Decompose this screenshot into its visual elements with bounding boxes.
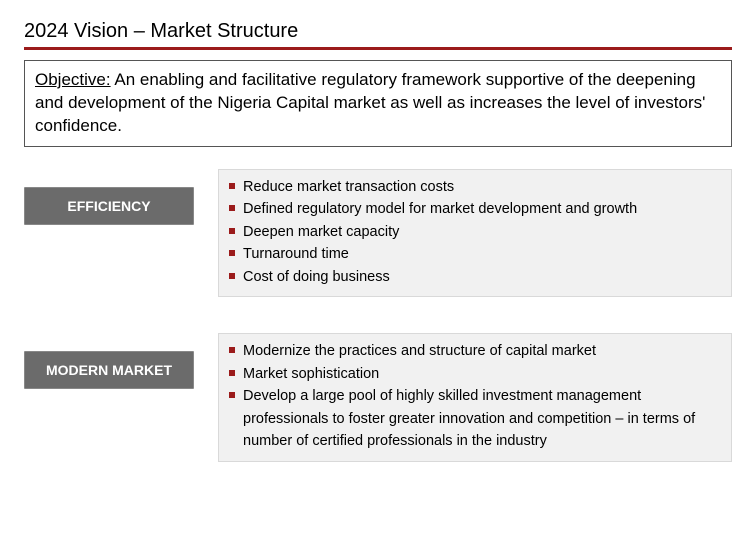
objective-box: Objective: An enabling and facilitative …: [24, 60, 732, 147]
slide-container: 2024 Vision – Market Structure Objective…: [0, 0, 756, 540]
list-item: Market sophistication: [229, 363, 721, 385]
list-item: Reduce market transaction costs: [229, 176, 721, 198]
list-item: Cost of doing business: [229, 266, 721, 288]
list-item: Modernize the practices and structure of…: [229, 340, 721, 362]
list-item: Turnaround time: [229, 243, 721, 265]
list-item: Develop a large pool of highly skilled i…: [229, 385, 721, 452]
pillar-modern-market: MODERN MARKET: [24, 351, 194, 389]
objective-label: Objective:: [35, 70, 111, 89]
objective-text: An enabling and facilitative regulatory …: [35, 70, 705, 135]
bullets-efficiency: Reduce market transaction costs Defined …: [218, 169, 732, 297]
section-modern-market: MODERN MARKET Modernize the practices an…: [24, 333, 732, 461]
slide-title: 2024 Vision – Market Structure: [24, 20, 732, 50]
pillar-efficiency: EFFICIENCY: [24, 187, 194, 225]
bullets-modern-market: Modernize the practices and structure of…: [218, 333, 732, 461]
section-efficiency: EFFICIENCY Reduce market transaction cos…: [24, 169, 732, 297]
list-item: Deepen market capacity: [229, 221, 721, 243]
list-item: Defined regulatory model for market deve…: [229, 198, 721, 220]
